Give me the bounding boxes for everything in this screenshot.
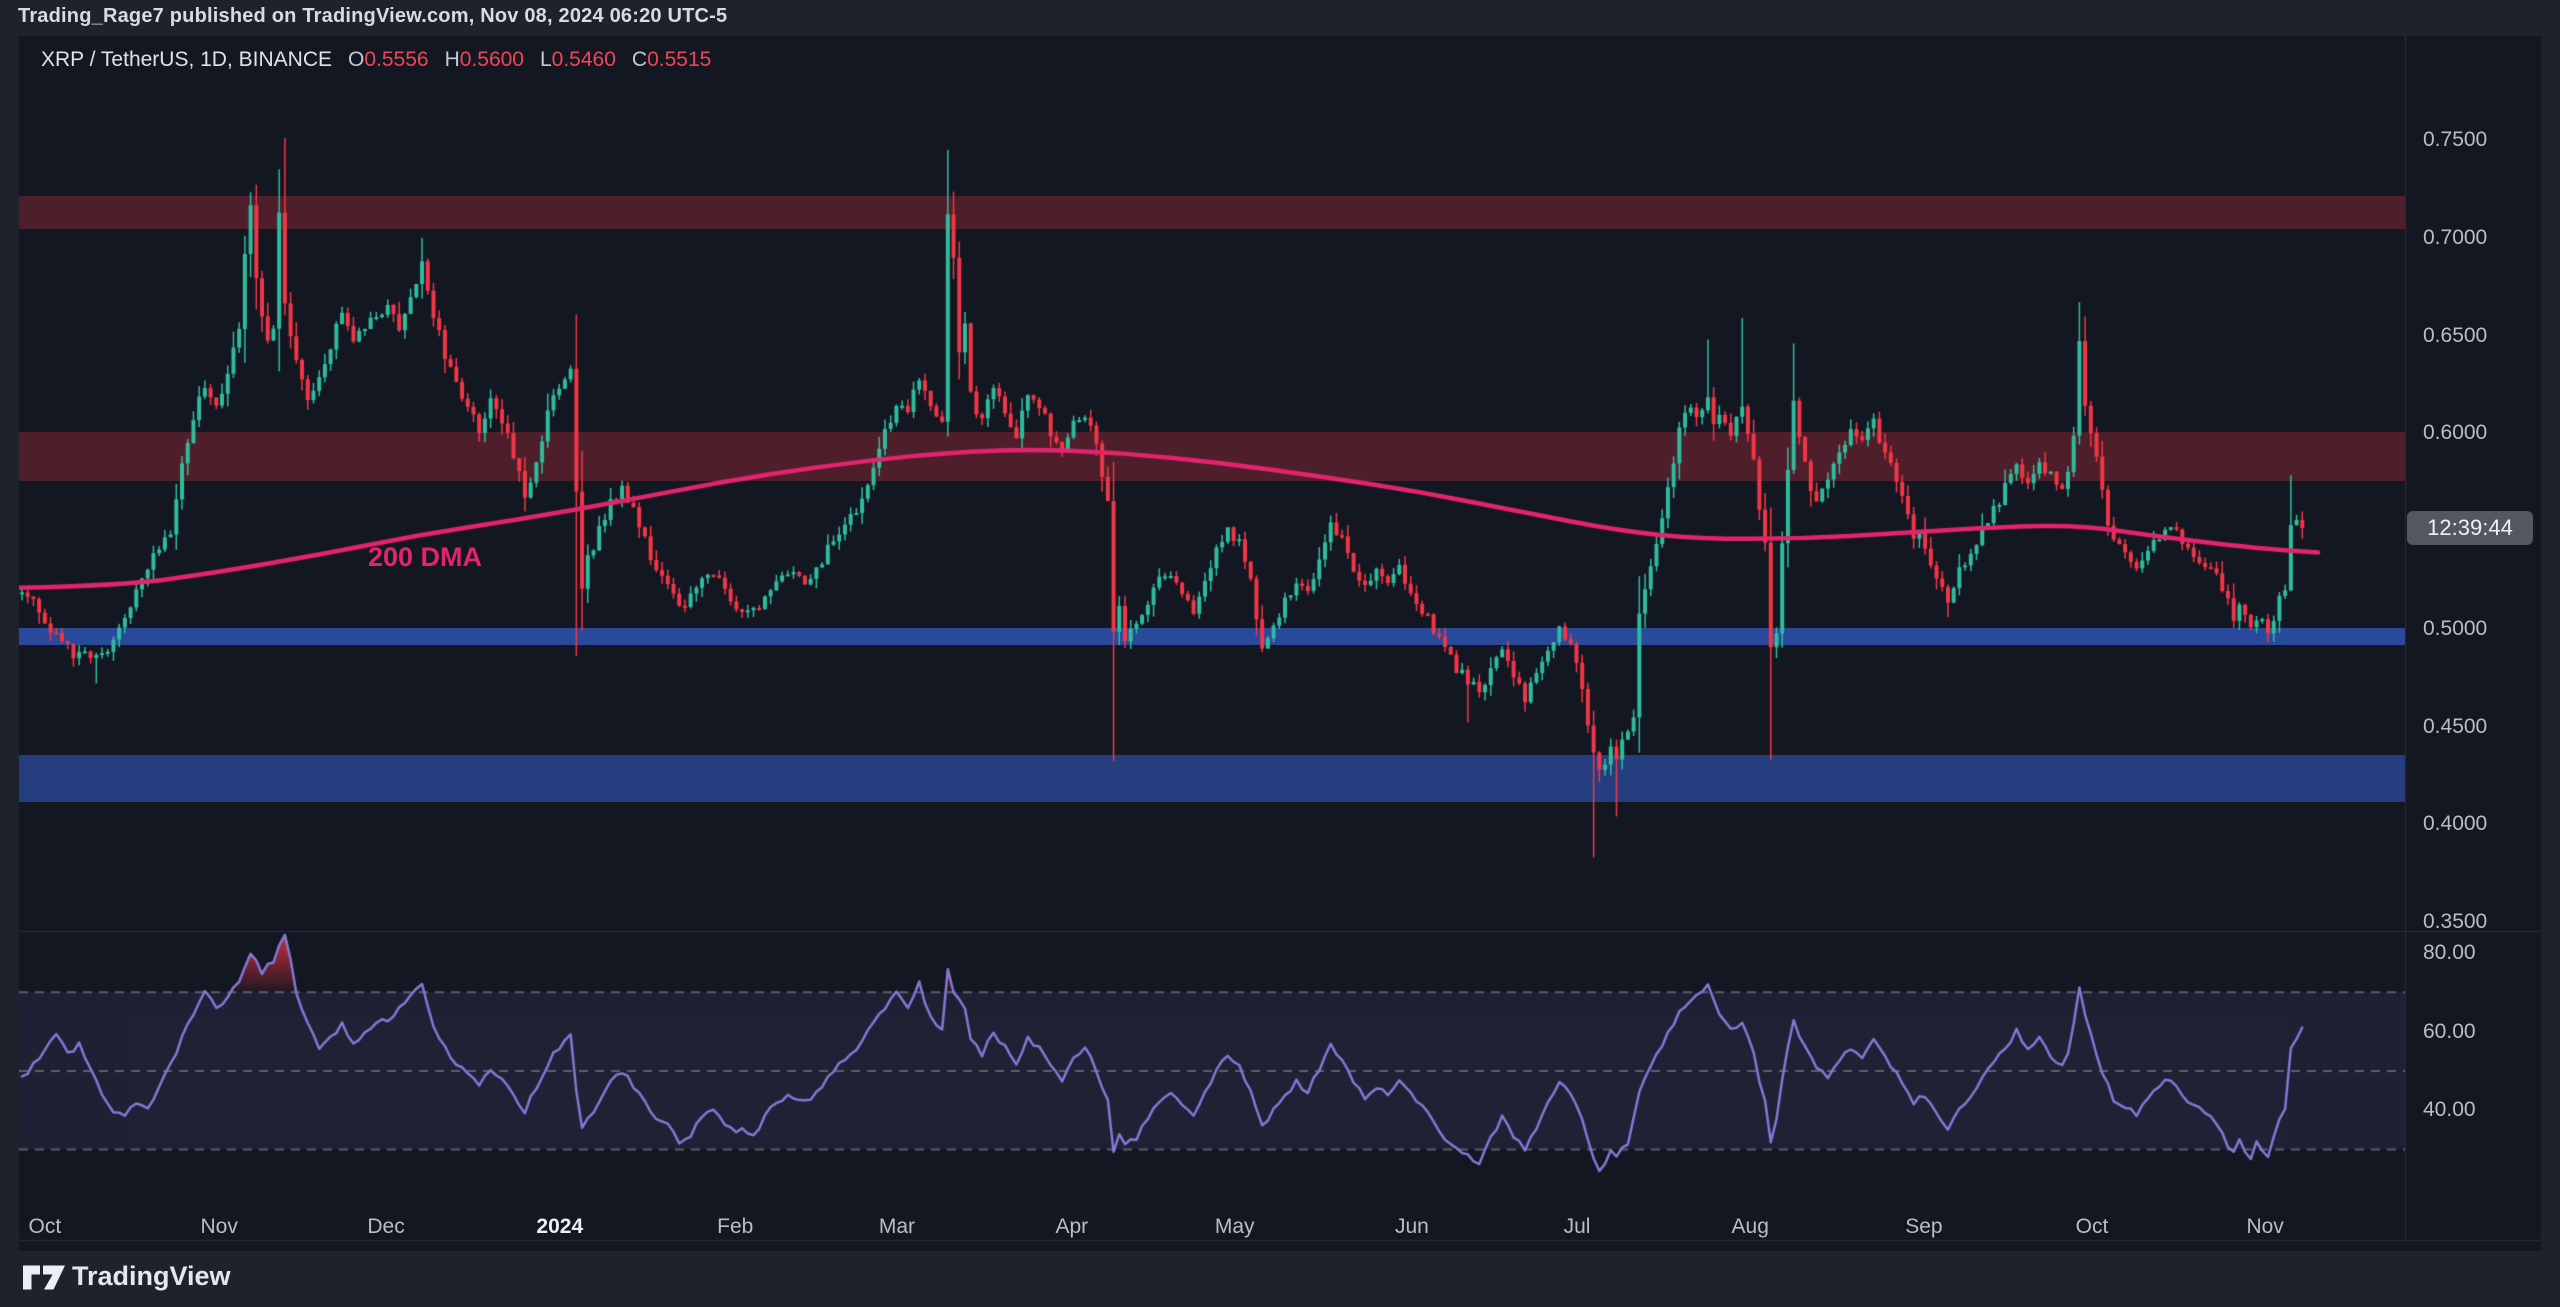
price-tick-label: 0.6500 <box>2423 323 2488 347</box>
month-tick-label: Feb <box>717 1215 754 1238</box>
month-tick-label: Mar <box>878 1215 916 1238</box>
month-tick-label: Nov <box>2246 1215 2284 1238</box>
month-tick-label: Apr <box>1055 1215 1089 1238</box>
month-tick-label: May <box>1214 1215 1255 1238</box>
ma200-label: 200 DMA <box>368 542 483 572</box>
month-tick-label: Aug <box>1731 1215 1769 1238</box>
rsi-tick-label: 60.00 <box>2423 1019 2476 1043</box>
month-tick-label: Jun <box>1394 1215 1429 1238</box>
month-tick-label: Jul <box>1563 1215 1591 1238</box>
price-tick-label: 0.5000 <box>2423 616 2488 640</box>
price-tick-label: 0.6000 <box>2423 421 2488 445</box>
month-tick-label: Oct <box>2075 1215 2109 1238</box>
rsi-tick-label: 40.00 <box>2423 1098 2476 1122</box>
chart-canvas[interactable] <box>19 36 2541 1251</box>
high-value: 0.5600 <box>459 48 524 71</box>
open-label: O <box>348 48 365 71</box>
low-label: L <box>539 48 552 71</box>
month-tick-label: Nov <box>200 1215 238 1238</box>
symbol-ohlc-row: XRP / TetherUS, 1D, BINANCE O0.5556 H0.560… <box>41 48 711 72</box>
close-label: C <box>631 48 648 71</box>
month-tick-label: Oct <box>28 1215 62 1238</box>
month-tick-label: Dec <box>367 1215 405 1238</box>
price-tick-label: 0.4500 <box>2423 714 2488 738</box>
price-tick-label: 0.3500 <box>2423 910 2488 933</box>
price-tick-label: 0.7000 <box>2423 225 2488 249</box>
chart-container: XRP / TetherUS, 1D, BINANCE O0.5556 H0.560… <box>19 36 2541 1251</box>
price-tick-label: 0.4000 <box>2423 812 2488 836</box>
bar-countdown-badge: 12:39:44 <box>2407 511 2533 545</box>
low-value: 0.5460 <box>551 48 616 71</box>
high-label: H <box>444 48 460 71</box>
symbol-title: XRP / TetherUS, 1D, BINANCE <box>41 48 332 71</box>
month-tick-label: Sep <box>1905 1215 1943 1238</box>
close-value: 0.5515 <box>647 48 712 71</box>
footer-bar: TradingView <box>0 1251 2560 1307</box>
tradingview-brand-link[interactable]: TradingView <box>72 1261 231 1291</box>
month-tick-label: 2024 <box>536 1215 584 1238</box>
open-value: 0.5556 <box>364 48 429 71</box>
publish-attribution: Trading_Rage7 published on TradingView.c… <box>18 5 728 27</box>
rsi-tick-label: 80.00 <box>2423 941 2476 964</box>
tradingview-logo-icon[interactable] <box>22 1262 66 1293</box>
price-tick-label: 0.7500 <box>2423 128 2488 151</box>
